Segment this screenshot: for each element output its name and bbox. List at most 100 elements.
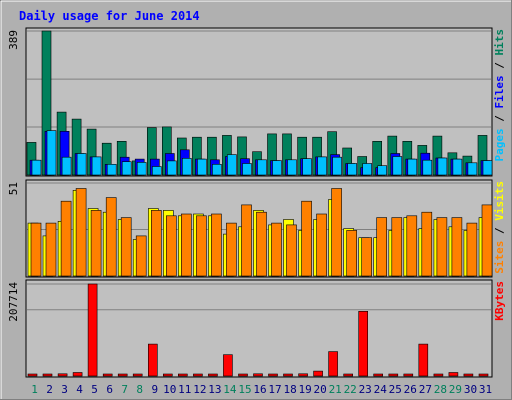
bar-pages-day-13: [212, 164, 222, 176]
bar-kbytes-day-27: [418, 343, 429, 377]
x-tick-label: 30: [464, 383, 477, 396]
x-tick-label: 4: [76, 383, 83, 396]
bar-pages-day-21: [332, 156, 342, 176]
chart-title: Daily usage for June 2014: [19, 9, 200, 23]
x-tick-label: 13: [208, 383, 221, 396]
bar-kbytes-day-16: [253, 373, 263, 377]
bar-kbytes-day-18: [283, 373, 293, 377]
bar-pages-day-25: [392, 156, 403, 176]
bar-pages-day-17: [272, 160, 282, 176]
bar-kbytes-day-25: [388, 373, 399, 377]
bar-kbytes-day-15: [238, 373, 248, 377]
bar-sites-day-12: [196, 215, 207, 277]
bar-kbytes-day-28: [433, 373, 444, 377]
bar-sites-day-8: [135, 235, 147, 277]
legend-entry: Visits: [493, 181, 506, 221]
bar-pages-day-12: [197, 158, 207, 176]
x-tick-label: 11: [178, 383, 191, 396]
bar-pages-day-11: [182, 158, 192, 176]
bar-pages-day-31: [482, 160, 493, 176]
bar-sites-day-16: [256, 211, 267, 277]
bar-pages-day-1: [31, 159, 42, 176]
x-tick-label: 26: [404, 383, 417, 396]
legend-entry: /: [493, 221, 506, 241]
bar-sites-day-6: [105, 197, 117, 277]
bar-kbytes-day-20: [313, 370, 323, 377]
chart-panels: 389 Pages / Files / Hits 51 Sites / Visits 2…: [7, 27, 506, 378]
panel-visits_sites: 51 Sites / Visits: [7, 179, 506, 278]
x-tick-label: 9: [151, 383, 158, 396]
x-tick-label: 19: [298, 383, 311, 396]
bar-sites-day-22: [346, 230, 358, 277]
x-tick-label: 24: [374, 383, 388, 396]
legend-entry: /: [493, 109, 506, 129]
y-max-label: 389: [7, 30, 20, 50]
bar-sites-day-24: [376, 217, 388, 277]
bar-sites-day-18: [286, 224, 297, 277]
bar-kbytes-day-31: [478, 373, 489, 377]
bar-kbytes-day-22: [343, 373, 354, 377]
x-axis-labels: 1 2 3 4 5 6 7 8 9 10 11 12 13 14 15 16 17 18 19 20 21 22 23 24 2…: [31, 383, 492, 396]
x-tick-label: 1: [31, 383, 38, 396]
legend-entry: Hits: [493, 29, 506, 56]
bar-kbytes-day-1: [27, 373, 38, 377]
x-tick-label: 31: [479, 383, 492, 396]
bar-pages-day-20: [317, 156, 327, 176]
bar-sites-day-23: [361, 237, 373, 277]
legend-entry: Files: [493, 75, 506, 108]
bar-kbytes-day-8: [132, 373, 143, 377]
legend-entry: /: [493, 56, 506, 76]
bar-pages-day-8: [136, 162, 147, 176]
bar-sites-day-25: [391, 217, 403, 277]
bar-pages-day-27: [422, 159, 433, 176]
y-max-label: 207714: [7, 282, 20, 322]
bar-kbytes-day-24: [373, 373, 384, 377]
bar-kbytes-day-3: [57, 373, 68, 377]
panel-background: [25, 279, 493, 378]
bar-pages-day-4: [76, 153, 87, 176]
bar-kbytes-day-11: [178, 373, 188, 377]
bar-sites-day-2: [45, 222, 57, 277]
bar-kbytes-day-2: [42, 373, 53, 377]
x-tick-label: 27: [419, 383, 432, 396]
bar-kbytes-day-10: [163, 373, 173, 377]
bar-sites-day-15: [241, 204, 252, 277]
bar-sites-day-13: [211, 213, 222, 277]
legend-kbytes: KBytes: [493, 281, 506, 321]
bar-pages-day-29: [452, 158, 463, 176]
x-tick-label: 12: [193, 383, 206, 396]
bar-pages-day-30: [467, 162, 478, 176]
panel-hits_files_pages: 389 Pages / Files / Hits: [7, 27, 506, 177]
bar-pages-day-24: [377, 165, 388, 176]
bar-sites-day-30: [466, 222, 478, 277]
x-tick-label: 21: [329, 383, 342, 396]
x-tick-label: 15: [238, 383, 251, 396]
bar-kbytes-day-12: [193, 373, 203, 377]
x-tick-label: 6: [106, 383, 113, 396]
x-tick-label: 14: [223, 383, 237, 396]
bar-pages-day-7: [121, 161, 132, 176]
bar-kbytes-day-5: [87, 283, 98, 377]
bar-pages-day-3: [61, 156, 72, 176]
bar-kbytes-day-9: [148, 343, 158, 377]
x-tick-label: 7: [121, 383, 128, 396]
x-tick-label: 18: [283, 383, 296, 396]
bar-sites-day-1: [30, 222, 42, 277]
bar-sites-day-21: [331, 188, 342, 277]
bar-kbytes-day-29: [448, 372, 459, 377]
bar-pages-day-22: [347, 163, 358, 176]
x-tick-label: 20: [313, 383, 326, 396]
panel-kbytes: 207714 KBytes: [7, 279, 506, 378]
bar-sites-day-7: [120, 217, 132, 277]
bar-sites-day-31: [481, 204, 493, 277]
bar-sites-day-20: [316, 213, 327, 277]
x-tick-label: 3: [61, 383, 68, 396]
bar-pages-day-16: [257, 159, 267, 176]
x-tick-label: 22: [344, 383, 357, 396]
x-tick-label: 25: [389, 383, 402, 396]
bar-pages-day-14: [227, 154, 237, 176]
bar-sites-day-27: [421, 211, 433, 277]
legend-entry: Sites: [493, 241, 506, 274]
legend-hits_files_pages: Pages / Files / Hits: [493, 29, 506, 162]
bar-sites-day-28: [436, 217, 448, 277]
